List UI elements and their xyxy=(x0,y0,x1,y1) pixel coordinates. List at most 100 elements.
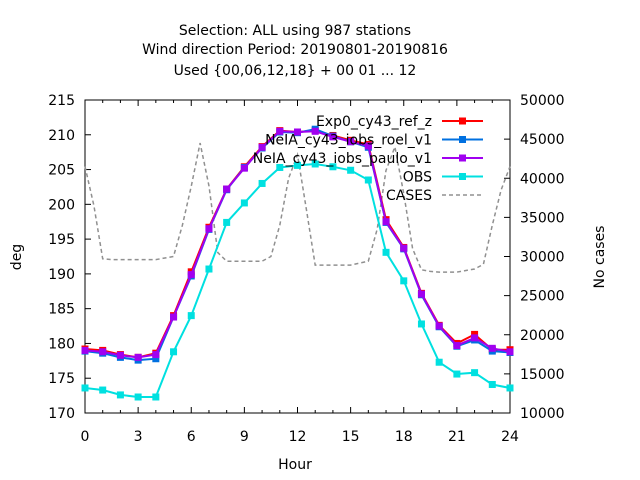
data-point xyxy=(417,290,425,298)
data-point xyxy=(134,353,142,361)
data-point xyxy=(329,133,337,141)
data-point xyxy=(258,179,266,187)
data-point xyxy=(81,384,89,392)
x-tick-label: 12 xyxy=(289,429,307,445)
data-point xyxy=(471,334,479,342)
data-point xyxy=(170,313,178,321)
data-point xyxy=(417,320,425,328)
y-tick-label: 215 xyxy=(48,93,75,109)
data-point xyxy=(116,391,124,399)
x-tick-label: 0 xyxy=(81,429,90,445)
legend-marker xyxy=(459,117,466,125)
y-axis-label: deg xyxy=(9,244,25,270)
data-point xyxy=(116,351,124,359)
x-axis: 0 3 6 9 12 15 18 21 24 xyxy=(81,100,519,445)
data-point xyxy=(99,386,107,394)
cases-series xyxy=(84,142,511,273)
x-tick-label: 24 xyxy=(501,429,519,445)
title-line-3: Used {00,06,12,18} + 00 01 ... 12 xyxy=(174,63,417,79)
y-axis-right: 10000 15000 20000 25000 30000 35000 40000 45000… xyxy=(504,93,565,422)
data-point xyxy=(240,199,248,207)
legend: Exp0_cy43_ref_z NeIA_cy43_iobs_roel_v1 NeI… xyxy=(253,114,483,204)
data-point xyxy=(364,176,372,184)
data-point xyxy=(205,225,213,233)
cases-line xyxy=(84,142,511,273)
x-tick-label: 18 xyxy=(395,429,413,445)
data-point xyxy=(506,384,514,392)
data-point xyxy=(382,248,390,256)
data-point xyxy=(170,348,178,356)
data-point xyxy=(152,393,160,401)
series-line xyxy=(84,162,511,398)
y2-axis-label: No cases xyxy=(592,226,608,289)
legend-label: Exp0_cy43_ref_z xyxy=(316,114,432,130)
data-series xyxy=(81,125,514,401)
data-point xyxy=(81,346,89,354)
x-tick-label: 21 xyxy=(448,429,466,445)
data-point xyxy=(294,161,301,169)
data-point xyxy=(205,265,213,273)
data-point xyxy=(453,342,461,350)
title-line-2: Wind direction Period: 20190801-20190816 xyxy=(142,42,448,58)
data-point xyxy=(435,358,443,366)
y2-tick-label: 10000 xyxy=(520,406,565,422)
data-point xyxy=(364,142,372,150)
y-tick-label: 210 xyxy=(48,128,75,144)
x-tick-label: 6 xyxy=(187,429,196,445)
data-point xyxy=(400,277,408,285)
y-tick-label: 170 xyxy=(48,406,75,422)
data-point xyxy=(152,351,160,359)
data-point xyxy=(488,380,496,388)
y-tick-label: 175 xyxy=(48,371,75,387)
series-group xyxy=(81,127,514,361)
y-tick-label: 185 xyxy=(48,302,75,318)
data-point xyxy=(276,163,284,171)
y2-tick-label: 50000 xyxy=(520,93,565,109)
data-point xyxy=(453,370,461,378)
data-point xyxy=(134,393,142,401)
data-point xyxy=(99,348,107,356)
data-point xyxy=(258,143,266,151)
data-point xyxy=(506,348,514,356)
y2-tick-label: 45000 xyxy=(520,132,565,148)
data-point xyxy=(187,271,195,279)
y-tick-label: 195 xyxy=(48,232,75,248)
data-point xyxy=(347,138,355,146)
data-point xyxy=(329,163,337,171)
legend-label: OBS xyxy=(403,170,432,186)
data-point xyxy=(311,127,319,135)
data-point xyxy=(294,128,301,136)
data-point xyxy=(488,344,496,352)
legend-label: NeIA_cy43_iobs_roel_v1 xyxy=(265,133,432,149)
y2-tick-label: 35000 xyxy=(520,210,565,226)
data-point xyxy=(223,185,231,193)
x-tick-label: 9 xyxy=(240,429,249,445)
legend-marker xyxy=(459,154,466,162)
legend-marker xyxy=(459,136,466,143)
y2-tick-label: 30000 xyxy=(520,250,565,266)
chart-title: Selection: ALL using 987 stations Wind d… xyxy=(142,23,448,79)
data-point xyxy=(382,218,390,226)
y2-tick-label: 15000 xyxy=(520,367,565,383)
data-point xyxy=(311,160,319,168)
y-tick-label: 205 xyxy=(48,163,75,179)
y2-tick-label: 20000 xyxy=(520,328,565,344)
data-point xyxy=(240,164,248,172)
data-point xyxy=(187,312,195,320)
legend-marker xyxy=(459,173,466,180)
legend-label: CASES xyxy=(386,188,432,204)
y2-tick-label: 40000 xyxy=(520,171,565,187)
data-point xyxy=(347,166,355,174)
title-line-1: Selection: ALL using 987 stations xyxy=(179,23,411,39)
data-point xyxy=(400,244,408,252)
y-tick-label: 190 xyxy=(48,267,75,283)
data-point xyxy=(276,127,284,135)
x-axis-label: Hour xyxy=(278,457,312,473)
y-tick-label: 200 xyxy=(48,197,75,213)
x-tick-label: 15 xyxy=(342,429,360,445)
data-point xyxy=(152,355,160,363)
data-point xyxy=(223,218,231,226)
data-point xyxy=(471,369,479,377)
y-tick-label: 180 xyxy=(48,336,75,352)
